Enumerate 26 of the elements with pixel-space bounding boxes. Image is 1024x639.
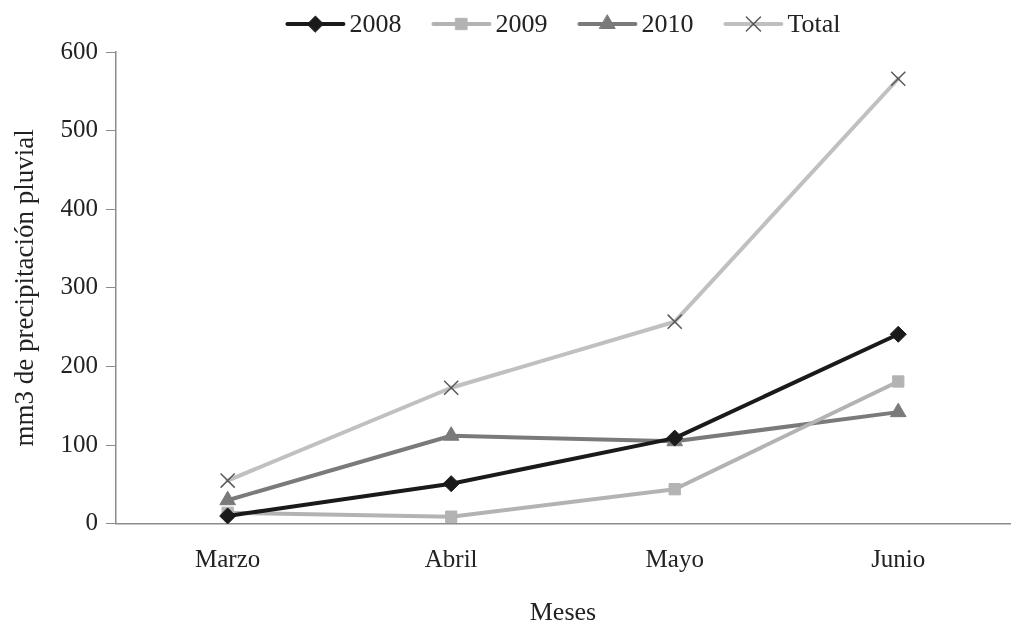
point (445, 510, 458, 523)
point (442, 475, 460, 493)
point (219, 507, 237, 524)
x-tick-label: Junio (871, 545, 926, 573)
legend-label: 2008 (349, 8, 402, 38)
x-tick-label: Abril (424, 545, 478, 573)
y-tick-label: 300 (60, 272, 98, 300)
y-tick-label: 0 (85, 508, 98, 536)
y-tick-label: 200 (60, 351, 98, 379)
y-tick-label: 400 (60, 193, 98, 221)
y-tick-label: 600 (60, 36, 98, 64)
legend-label: 2010 (641, 8, 694, 38)
y-tick-label: 500 (60, 115, 98, 143)
x-tick-label: Mayo (645, 545, 704, 573)
point (892, 375, 905, 388)
point (668, 483, 681, 496)
x-axis-title: Meses (529, 597, 597, 627)
point (889, 402, 907, 418)
x-tick-label: Marzo (195, 545, 261, 573)
legend-label: Total (787, 8, 841, 38)
point (219, 490, 236, 506)
point (889, 325, 907, 343)
point (442, 426, 460, 441)
y-axis-title: mm3 de precipitación pluvial (9, 129, 40, 447)
y-tick-label: 100 (60, 429, 98, 457)
legend-label: 2009 (495, 8, 548, 38)
